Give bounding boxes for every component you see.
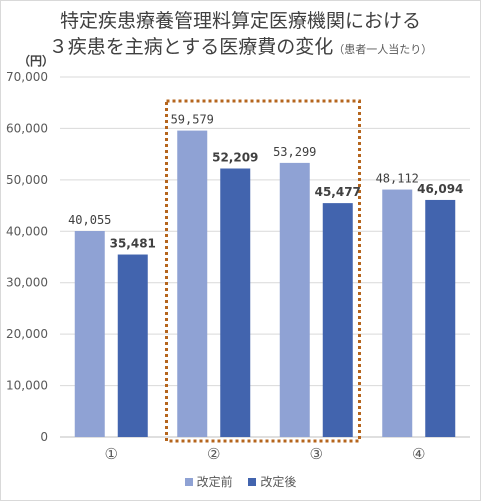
data-label: 46,094 bbox=[417, 182, 463, 196]
legend-swatch-after bbox=[248, 478, 257, 486]
title-line2-text: ３疾患を主病とする医療費の変化 bbox=[48, 36, 334, 58]
legend-swatch-before bbox=[184, 478, 193, 486]
y-tick-label: 70,000 bbox=[6, 70, 48, 84]
data-label: 59,579 bbox=[171, 113, 214, 127]
y-tick-label: 10,000 bbox=[6, 379, 48, 393]
y-tick-label: 60,000 bbox=[6, 121, 48, 135]
x-tick-label: ④ bbox=[412, 445, 425, 463]
chart-title-line2: ３疾患を主病とする医療費の変化（患者一人当たり） bbox=[0, 36, 481, 61]
legend-label-before: 改定前 bbox=[196, 475, 233, 489]
title-line1-text: 特定疾患療養管理料算定医療機関における bbox=[59, 10, 421, 32]
data-label: 45,477 bbox=[315, 185, 361, 199]
y-tick-label: 30,000 bbox=[6, 276, 48, 290]
legend-label-after: 改定後 bbox=[260, 475, 297, 489]
y-tick-label: 0 bbox=[40, 430, 48, 444]
data-label: 48,112 bbox=[376, 172, 419, 186]
highlight-box bbox=[165, 99, 361, 443]
bar-after bbox=[117, 254, 148, 437]
legend-item-before: 改定前 bbox=[184, 473, 233, 490]
data-label: 53,299 bbox=[273, 145, 316, 159]
bar-after bbox=[425, 199, 456, 437]
x-tick-label: ② bbox=[207, 445, 220, 463]
y-tick-label: 20,000 bbox=[6, 327, 48, 341]
x-tick-label: ① bbox=[105, 445, 118, 463]
y-axis-unit: （円） bbox=[18, 54, 55, 68]
chart-title-line1: 特定疾患療養管理料算定医療機関における bbox=[0, 10, 481, 32]
data-label: 40,055 bbox=[68, 213, 111, 227]
legend-item-after: 改定後 bbox=[248, 473, 296, 490]
y-tick-label: 40,000 bbox=[6, 224, 48, 238]
bar-before bbox=[177, 130, 208, 437]
data-label: 52,209 bbox=[212, 150, 258, 164]
x-tick-label: ③ bbox=[310, 445, 323, 463]
data-label: 35,481 bbox=[110, 237, 156, 251]
legend: 改定前 改定後 bbox=[0, 473, 481, 490]
bar-before bbox=[382, 189, 413, 437]
bar-after bbox=[220, 168, 251, 437]
bar-before bbox=[74, 231, 105, 437]
bar-after bbox=[322, 203, 353, 437]
title-note: （患者一人当たり） bbox=[333, 43, 433, 56]
bar-before bbox=[279, 162, 310, 437]
y-tick-label: 50,000 bbox=[6, 173, 48, 187]
